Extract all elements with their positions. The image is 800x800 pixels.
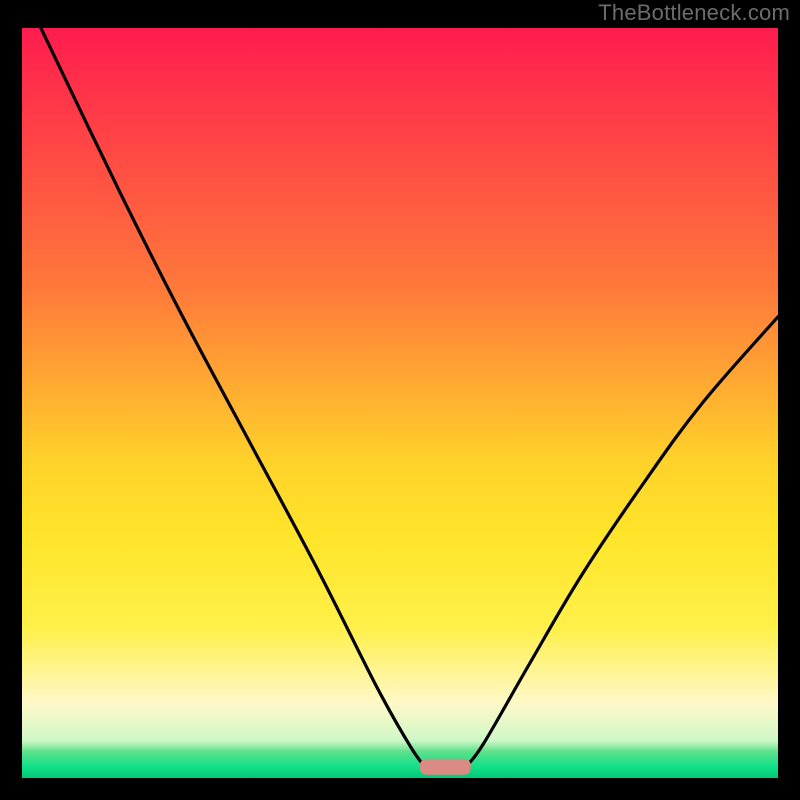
bottleneck-plot bbox=[22, 28, 778, 778]
watermark-label: TheBottleneck.com bbox=[598, 0, 790, 26]
chart-container: TheBottleneck.com bbox=[0, 0, 800, 800]
plot-background bbox=[22, 28, 778, 778]
sweet-spot-marker bbox=[420, 759, 470, 774]
